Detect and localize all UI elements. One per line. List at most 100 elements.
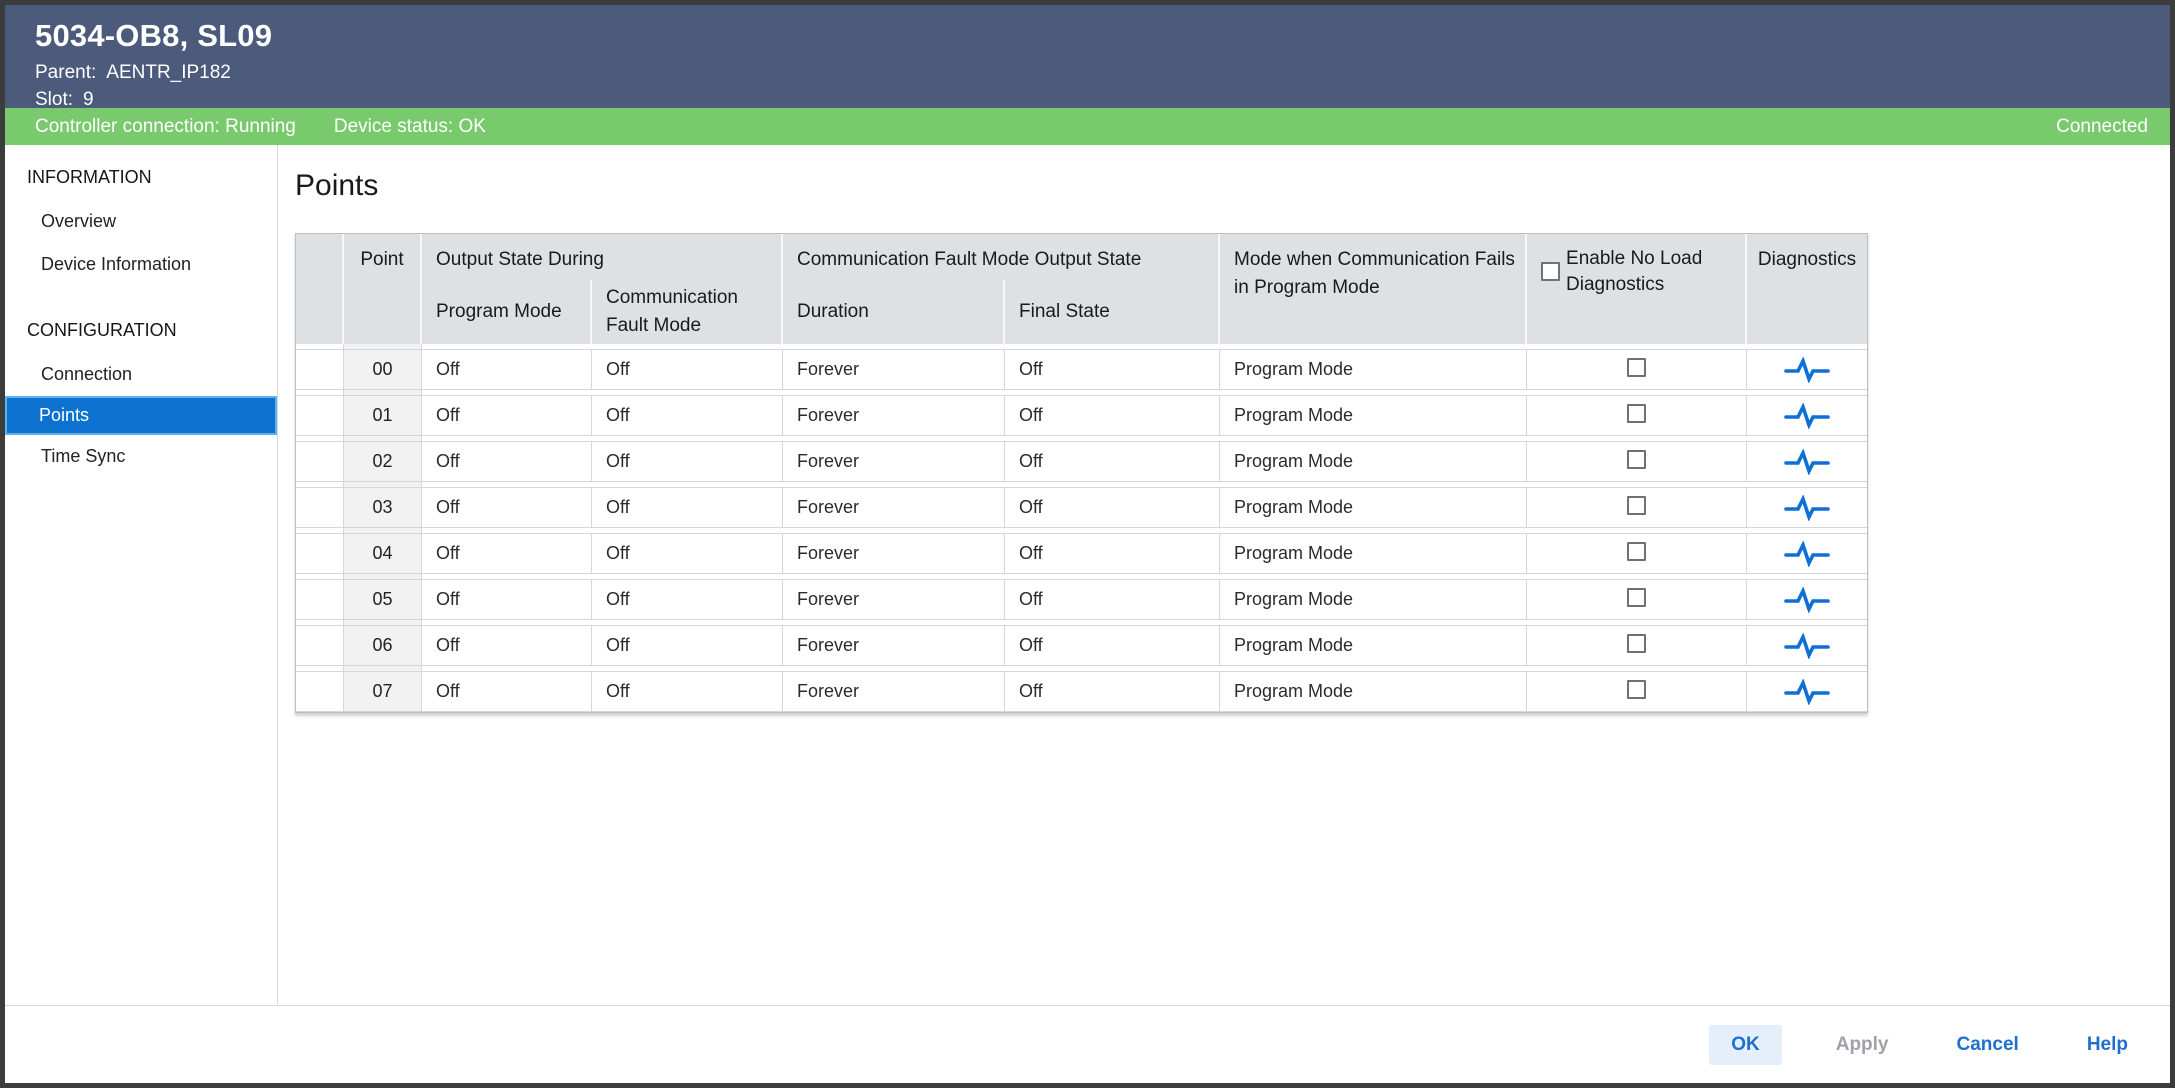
enable-no-load-cell [1527,395,1748,436]
duration-cell[interactable]: Forever [783,349,1005,390]
enable-no-load-cell [1527,441,1748,482]
communication-fault-mode-cell[interactable]: Off [592,349,783,390]
no-load-checkbox[interactable] [1627,403,1647,423]
no-load-checkbox[interactable] [1627,679,1647,699]
ok-button[interactable]: OK [1709,1024,1782,1065]
mode-when-comm-fails-cell[interactable]: Program Mode [1220,579,1528,620]
diagnostics-cell[interactable] [1747,625,1868,666]
help-button[interactable]: Help [2073,1025,2142,1065]
no-load-checkbox[interactable] [1627,357,1647,377]
column-header-enable-no-load: Enable No Load Diagnostics [1527,234,1748,344]
final-state-cell[interactable]: Off [1005,579,1221,620]
no-load-checkbox[interactable] [1627,495,1647,515]
mode-when-comm-fails-cell[interactable]: Program Mode [1220,671,1528,712]
communication-fault-mode-cell[interactable]: Off [592,533,783,574]
point-cell: 03 [344,487,422,528]
column-header-selector [296,234,344,344]
mode-when-comm-fails-cell[interactable]: Program Mode [1220,487,1528,528]
program-mode-cell[interactable]: Off [422,441,592,482]
table-row: 02 Off Off Forever Off Program Mode [296,441,1868,482]
diagnostics-cell[interactable] [1747,395,1868,436]
communication-fault-mode-cell[interactable]: Off [592,441,783,482]
table-row: 03 Off Off Forever Off Program Mode [296,487,1868,528]
pulse-icon [1784,678,1830,705]
duration-cell[interactable]: Forever [783,533,1005,574]
row-selector-cell[interactable] [296,441,344,482]
diagnostics-cell[interactable] [1747,441,1868,482]
row-selector-cell[interactable] [296,487,344,528]
final-state-cell[interactable]: Off [1005,533,1221,574]
final-state-cell[interactable]: Off [1005,625,1221,666]
duration-cell[interactable]: Forever [783,487,1005,528]
communication-fault-mode-cell[interactable]: Off [592,671,783,712]
apply-button[interactable]: Apply [1822,1025,1903,1065]
main-content: Points Point Output State During Communi… [278,145,2170,1005]
sidebar-item-device-information[interactable]: Device Information [41,254,192,274]
diagnostics-cell[interactable] [1747,487,1868,528]
sidebar-item-overview[interactable]: Overview [41,211,117,231]
duration-cell[interactable]: Forever [783,579,1005,620]
row-spacer [296,574,1868,579]
duration-cell[interactable]: Forever [783,441,1005,482]
sidebar-gap [5,286,277,308]
row-selector-cell[interactable] [296,395,344,436]
group-header-output-state-during: Output State During [422,234,783,280]
duration-cell[interactable]: Forever [783,625,1005,666]
communication-fault-mode-cell[interactable]: Off [592,395,783,436]
enable-no-load-all-checkbox[interactable] [1541,262,1561,282]
table-row: 00 Off Off Forever Off Program Mode [296,349,1868,390]
table-row: 04 Off Off Forever Off Program Mode [296,533,1868,574]
program-mode-cell[interactable]: Off [422,533,592,574]
sidebar-item-time-sync[interactable]: Time Sync [41,446,126,466]
duration-cell[interactable]: Forever [783,395,1005,436]
sidebar-item-connection[interactable]: Connection [41,364,133,384]
mode-when-comm-fails-cell[interactable]: Program Mode [1220,441,1528,482]
no-load-checkbox[interactable] [1627,541,1647,561]
program-mode-cell[interactable]: Off [422,671,592,712]
row-selector-cell[interactable] [296,625,344,666]
final-state-cell[interactable]: Off [1005,395,1221,436]
row-selector-cell[interactable] [296,349,344,390]
cancel-button[interactable]: Cancel [1943,1025,2033,1065]
duration-cell[interactable]: Forever [783,671,1005,712]
program-mode-cell[interactable]: Off [422,349,592,390]
mode-when-comm-fails-cell[interactable]: Program Mode [1220,625,1528,666]
point-cell: 01 [344,395,422,436]
mode-when-comm-fails-cell[interactable]: Program Mode [1220,533,1528,574]
no-load-checkbox[interactable] [1627,449,1647,469]
program-mode-cell[interactable]: Off [422,579,592,620]
mode-when-comm-fails-cell[interactable]: Program Mode [1220,349,1528,390]
final-state-cell[interactable]: Off [1005,487,1221,528]
titlebar: 5034-OB8, SL09 Parent: AENTR_IP182 Slot: 9 [5,5,2170,110]
final-state-cell[interactable]: Off [1005,349,1221,390]
point-cell: 05 [344,579,422,620]
diagnostics-cell[interactable] [1747,349,1868,390]
row-selector-cell[interactable] [296,579,344,620]
diagnostics-cell[interactable] [1747,533,1868,574]
row-selector-cell[interactable] [296,671,344,712]
parent-value: AENTR_IP182 [106,62,231,83]
sidebar-section-information: INFORMATION [27,167,152,187]
diagnostics-cell[interactable] [1747,579,1868,620]
diagnostics-cell[interactable] [1747,671,1868,712]
enable-no-load-cell [1527,625,1748,666]
point-cell: 07 [344,671,422,712]
program-mode-cell[interactable]: Off [422,395,592,436]
final-state-cell[interactable]: Off [1005,441,1221,482]
communication-fault-mode-cell[interactable]: Off [592,625,783,666]
program-mode-cell[interactable]: Off [422,487,592,528]
communication-fault-mode-cell[interactable]: Off [592,487,783,528]
sidebar-nav: INFORMATION Overview Device Information … [5,145,278,1005]
sidebar-item-points[interactable]: Points [5,396,277,435]
program-mode-cell[interactable]: Off [422,625,592,666]
final-state-cell[interactable]: Off [1005,671,1221,712]
mode-when-comm-fails-cell[interactable]: Program Mode [1220,395,1528,436]
no-load-checkbox[interactable] [1627,633,1647,653]
no-load-checkbox[interactable] [1627,587,1647,607]
pulse-icon [1784,632,1830,659]
communication-fault-mode-cell[interactable]: Off [592,579,783,620]
pulse-icon [1784,540,1830,567]
slot-value: 9 [83,89,94,110]
row-selector-cell[interactable] [296,533,344,574]
